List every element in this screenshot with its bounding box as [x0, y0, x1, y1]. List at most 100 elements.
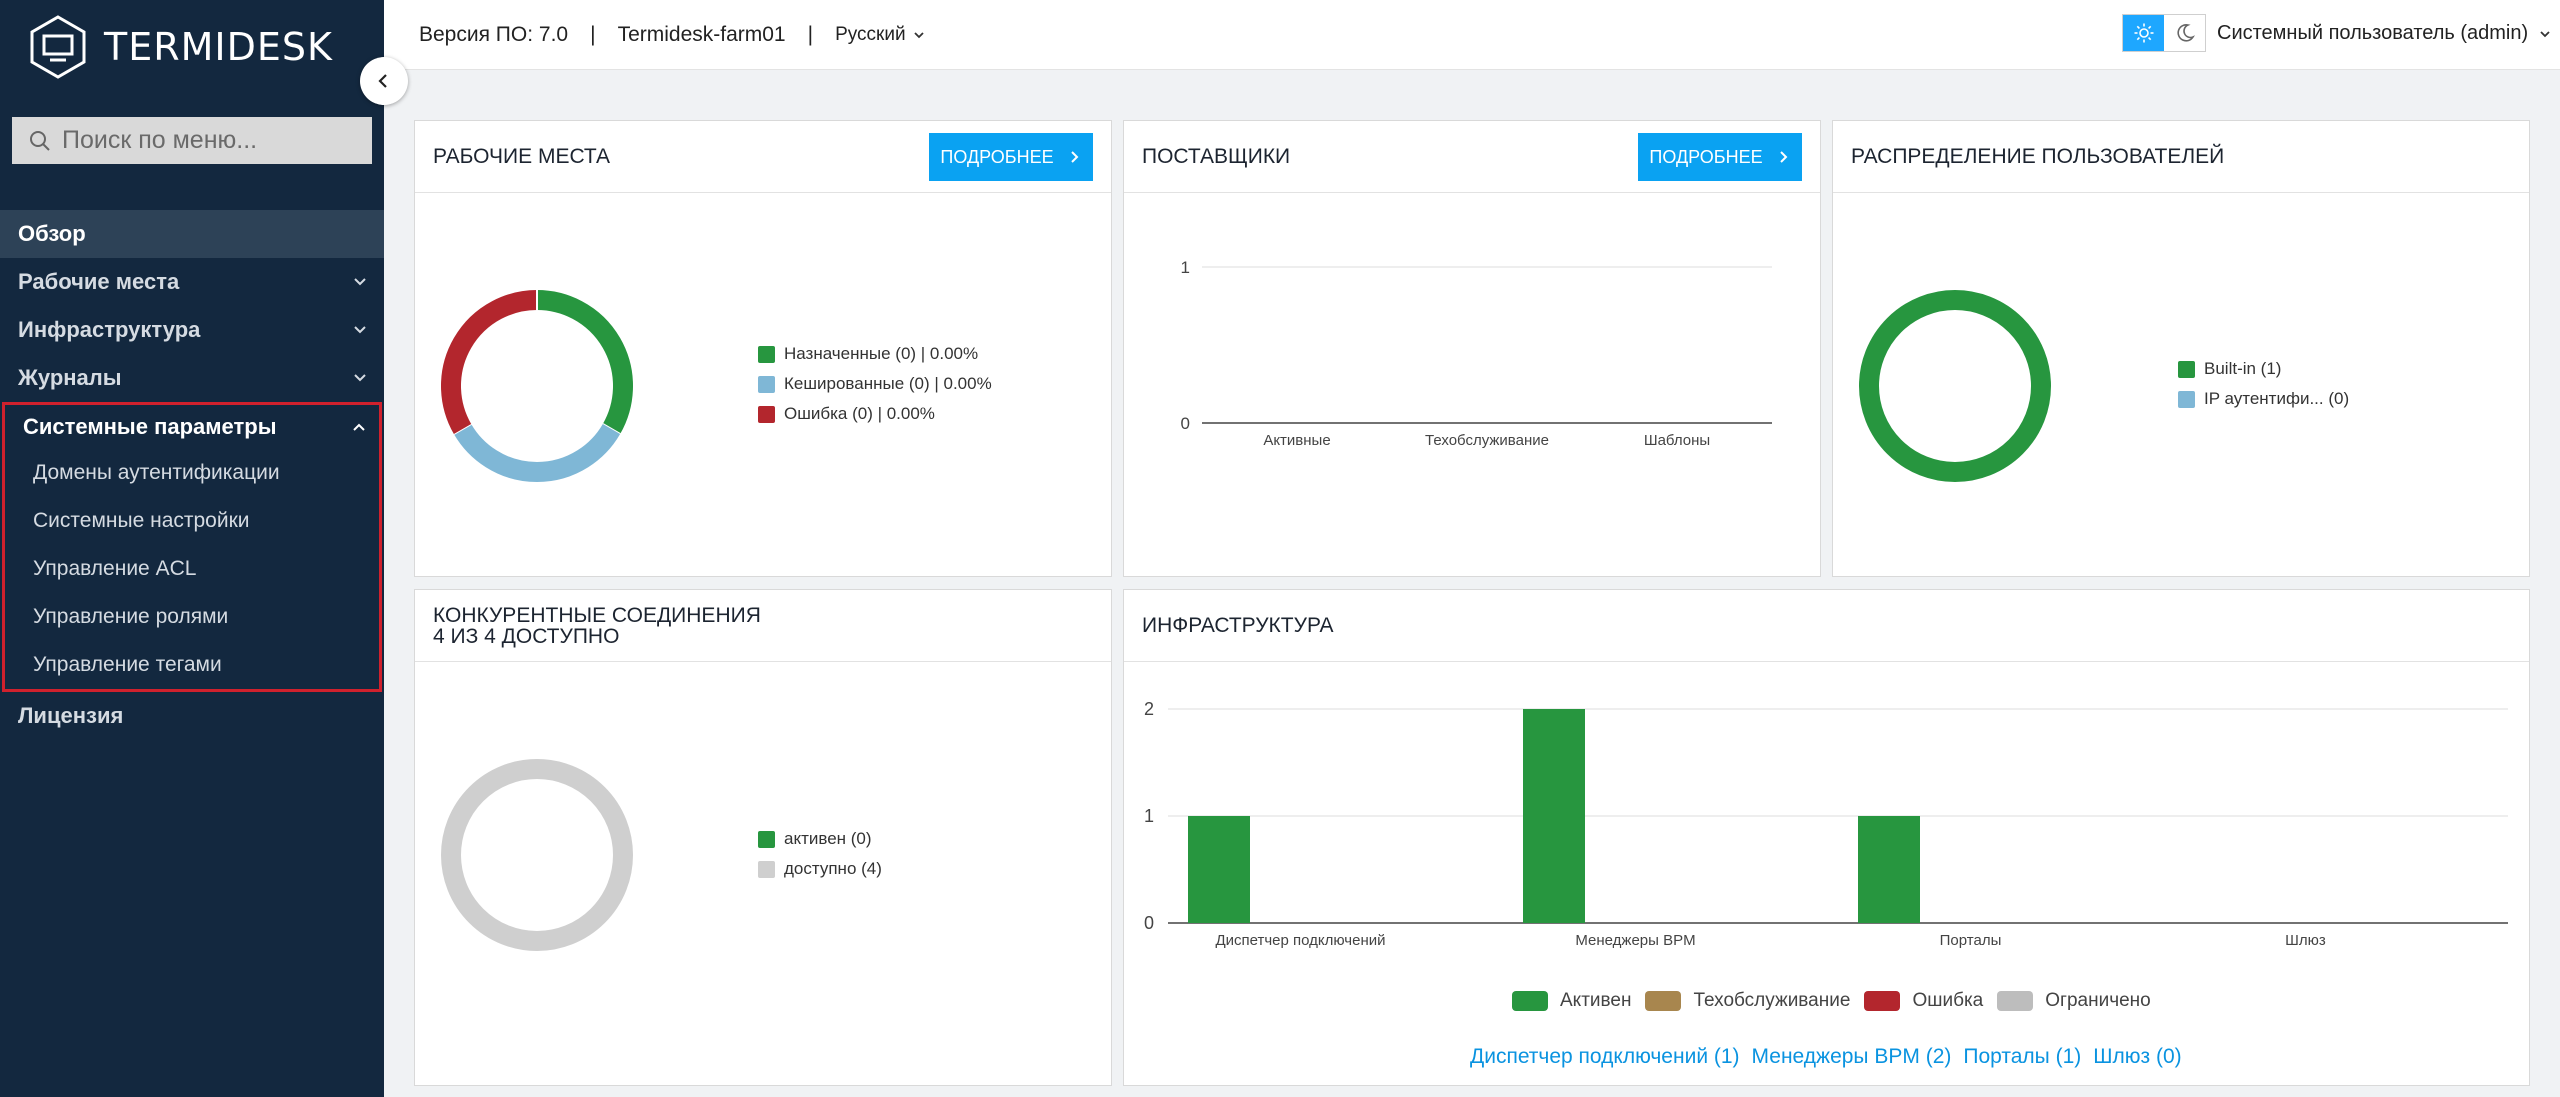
chevron-down-icon	[354, 374, 366, 382]
sidebar-item-label: Рабочие места	[18, 269, 180, 294]
infrastructure-links: Диспетчер подключений (1) Менеджеры BPM …	[1470, 1045, 2194, 1069]
sidebar-subitem-auth-domains[interactable]: Домены аутентификации	[5, 449, 379, 497]
donut-slice-assigned[interactable]	[536, 290, 633, 434]
sidebar-item-logs[interactable]: Журналы	[0, 354, 384, 402]
legend-label: доступно (4)	[784, 859, 882, 878]
sidebar-subitem-label: Управление ролями	[33, 605, 229, 628]
legend-item[interactable]: Ошибка (0) | 0.00%	[758, 399, 992, 429]
sidebar-item-label: Системные параметры	[23, 414, 277, 439]
sidebar-item-label: Лицензия	[18, 703, 124, 728]
sidebar-subitem-tags[interactable]: Управление тегами	[5, 641, 379, 689]
y-tick-label: 2	[1144, 699, 1154, 719]
user-distribution-card: РАСПРЕДЕЛЕНИЕ ПОЛЬЗОВАТЕЛЕЙ Built-in (1)…	[1832, 120, 2530, 577]
legend-swatch	[758, 830, 775, 848]
legend-label: Ошибка (0) | 0.00%	[784, 404, 935, 423]
donut-slice-available[interactable]	[441, 759, 633, 951]
card-title: ПОСТАВЩИКИ	[1142, 144, 1291, 168]
moon-icon	[2176, 24, 2195, 42]
legend-swatch	[2178, 390, 2195, 408]
workplaces-donut-chart	[441, 290, 633, 482]
link-connection-dispatcher[interactable]: Диспетчер подключений (1)	[1470, 1045, 1740, 1068]
chevron-left-icon	[378, 74, 387, 88]
card-title: РАСПРЕДЕЛЕНИЕ ПОЛЬЗОВАТЕЛЕЙ	[1851, 144, 2225, 168]
x-tick-label: Диспетчер подключений	[1215, 932, 1385, 949]
chevron-down-icon	[354, 278, 366, 286]
sidebar-collapse-button[interactable]	[360, 57, 408, 105]
header-separator: |	[590, 22, 596, 46]
sidebar-item-label: Инфраструктура	[18, 317, 201, 342]
button-label: ПОДРОБНЕЕ	[940, 146, 1054, 167]
dark-theme-button[interactable]	[2164, 15, 2205, 51]
logo[interactable]: TERMIDESK	[28, 14, 333, 80]
sidebar-item-infrastructure[interactable]: Инфраструктура	[0, 306, 384, 354]
legend-label: Кешированные (0) | 0.00%	[784, 374, 992, 393]
legend-swatch	[758, 345, 775, 363]
card-title-line: КОНКУРЕНТНЫЕ СОЕДИНЕНИЯ	[433, 603, 761, 627]
legend-item[interactable]: Назначенные (0) | 0.00%	[758, 339, 992, 369]
workplaces-more-button[interactable]: ПОДРОБНЕЕ	[929, 133, 1093, 181]
bar-3[interactable]	[1858, 816, 1920, 923]
sidebar-item-overview[interactable]: Обзор	[0, 210, 384, 258]
donut-slice-separator	[453, 423, 472, 435]
legend-item[interactable]: IP аутентифи... (0)	[2178, 384, 2349, 414]
bar-2[interactable]	[1523, 709, 1585, 923]
legend-item[interactable]: доступно (4)	[758, 854, 882, 884]
legend-label: Ограничено	[2045, 990, 2151, 1011]
card-title: РАБОЧИЕ МЕСТА	[433, 144, 611, 168]
sidebar-subitem-label: Домены аутентификации	[33, 461, 280, 484]
sidebar-subitem-label: Управление ACL	[33, 557, 197, 580]
sidebar-item-license[interactable]: Лицензия	[0, 692, 384, 740]
donut-slice-cached[interactable]	[453, 423, 621, 482]
sidebar-item-system-params[interactable]: Системные параметры	[5, 405, 379, 449]
light-theme-button[interactable]	[2123, 15, 2164, 51]
y-tick-label: 0	[1181, 414, 1190, 433]
concurrent-connections-card: КОНКУРЕНТНЫЕ СОЕДИНЕНИЯ 4 ИЗ 4 ДОСТУПНО …	[414, 589, 1112, 1086]
y-tick-label: 1	[1181, 258, 1190, 277]
software-version: Версия ПО: 7.0	[419, 22, 569, 46]
link-portals[interactable]: Порталы (1)	[1963, 1045, 2082, 1068]
legend-item[interactable]: Кешированные (0) | 0.00%	[758, 369, 992, 399]
sun-icon	[2134, 23, 2153, 43]
legend-item[interactable]: Активен	[1512, 990, 1631, 1012]
sidebar-item-label: Журналы	[18, 365, 122, 390]
legend-item[interactable]: Built-in (1)	[2178, 354, 2349, 384]
donut-slice-separator	[602, 423, 621, 435]
link-bpm-managers[interactable]: Менеджеры BPM (2)	[1751, 1045, 1952, 1068]
sidebar-subitem-roles[interactable]: Управление ролями	[5, 593, 379, 641]
top-header: Версия ПО: 7.0 | Termidesk-farm01 | Русс…	[384, 0, 2560, 70]
chevron-down-icon	[354, 326, 366, 334]
sidebar-item-workplaces[interactable]: Рабочие места	[0, 258, 384, 306]
link-gateway[interactable]: Шлюз (0)	[2093, 1045, 2182, 1068]
search-input[interactable]	[62, 126, 362, 155]
chevron-up-icon	[353, 423, 365, 431]
button-label: ПОДРОБНЕЕ	[1649, 146, 1763, 167]
sidebar-item-label: Обзор	[18, 221, 86, 246]
search-icon	[30, 130, 50, 151]
sidebar-subitem-label: Системные настройки	[33, 509, 250, 532]
donut-slice-built-in[interactable]	[1859, 290, 2051, 482]
bar-1[interactable]	[1188, 816, 1250, 923]
x-tick-label: Порталы	[1940, 932, 2002, 949]
sidebar-subitem-system-settings[interactable]: Системные настройки	[5, 497, 379, 545]
legend-swatch	[1512, 991, 1548, 1011]
user-menu[interactable]: Системный пользователь (admin)	[2217, 22, 2552, 45]
theme-toggle	[2122, 14, 2206, 52]
legend-item[interactable]: Ограничено	[1997, 990, 2151, 1012]
menu-search[interactable]	[12, 117, 372, 164]
sidebar-subitem-acl[interactable]: Управление ACL	[5, 545, 379, 593]
legend-swatch	[1864, 991, 1901, 1011]
users-legend: Built-in (1) IP аутентифи... (0)	[2178, 354, 2349, 414]
legend-item[interactable]: активен (0)	[758, 824, 882, 854]
x-tick-label: Активные	[1263, 432, 1330, 449]
card-header: КОНКУРЕНТНЫЕ СОЕДИНЕНИЯ 4 ИЗ 4 ДОСТУПНО	[415, 590, 1111, 662]
workplaces-card: РАБОЧИЕ МЕСТА ПОДРОБНЕЕ Назначенные (0) …	[414, 120, 1112, 577]
donut-slice-error[interactable]	[441, 290, 538, 434]
card-title: ИНФРАСТРУКТУРА	[1142, 613, 1334, 637]
legend-item[interactable]: Техобслуживание	[1645, 990, 1850, 1012]
language-select[interactable]: Русский	[835, 24, 926, 46]
logo-text: TERMIDESK	[104, 25, 333, 69]
sidebar: TERMIDESK Обзор Рабочие места Инфраструк…	[0, 0, 384, 1097]
providers-more-button[interactable]: ПОДРОБНЕЕ	[1638, 133, 1802, 181]
card-header: РАСПРЕДЕЛЕНИЕ ПОЛЬЗОВАТЕЛЕЙ	[1833, 121, 2529, 193]
legend-item[interactable]: Ошибка	[1864, 990, 1983, 1012]
